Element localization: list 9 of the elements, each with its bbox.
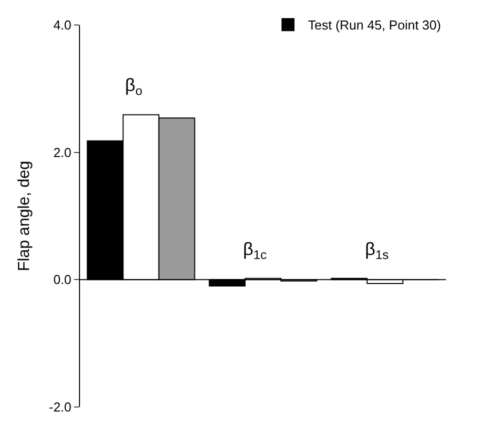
y-tick-label: 0.0 <box>53 272 72 288</box>
x-tick-label: β$_{o}$ <box>125 75 142 98</box>
x-tick-label: β$_{1c}$ <box>243 239 267 262</box>
x-tick-label: β$_{1s}$ <box>365 239 389 262</box>
y-tick-label: -2.0 <box>48 400 72 415</box>
y-tick-label: 2.0 <box>53 144 72 160</box>
legend-label: Test (Run 45, Point 30) <box>308 18 441 33</box>
y-axis-title: Flap angle, deg <box>16 160 33 272</box>
y-tick-label: 4.0 <box>53 18 72 33</box>
